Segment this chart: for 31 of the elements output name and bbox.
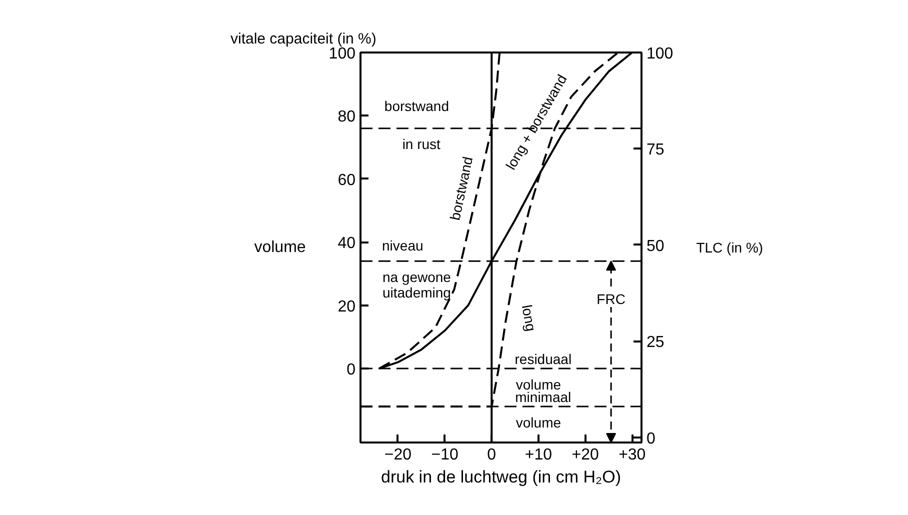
x-tick-label: −20 — [384, 446, 412, 464]
annotation: long — [518, 304, 540, 332]
x-tick-label: +30 — [618, 446, 646, 464]
x-tick-label: −10 — [431, 446, 458, 464]
y-tick-label: 0 — [346, 362, 356, 379]
x-tick-label: +10 — [524, 446, 552, 464]
annotation: uitademing — [382, 284, 451, 301]
y2-tick-label: 50 — [646, 238, 664, 255]
text: vitale capaciteit (in %) — [230, 30, 376, 48]
y2-tick-label: 25 — [646, 334, 664, 352]
y2-axis-title: TLC (in %) — [696, 240, 764, 256]
y-tick-label: 100 — [328, 46, 356, 62]
annotation: niveau — [382, 237, 424, 254]
annotation: volume — [516, 414, 562, 430]
x-tick-label: +20 — [572, 446, 599, 464]
y2-tick-label: 0 — [646, 430, 656, 448]
y2-tick-label: 75 — [646, 142, 664, 159]
annotation: residuaal — [514, 351, 572, 368]
y-tick-label: 40 — [338, 235, 356, 252]
annotation: na gewone — [382, 268, 452, 285]
x-axis-title: druk in de luchtweg (in cm H₂O) — [381, 468, 621, 486]
x-tick-label: 0 — [487, 446, 496, 464]
annotation: FRC — [596, 291, 626, 308]
y-tick-label: 20 — [338, 298, 356, 316]
annotation: borstwand — [384, 98, 449, 114]
y-axis-title: volume — [254, 239, 306, 256]
y-tick-label: 60 — [338, 172, 356, 189]
annotation: borstwand — [446, 155, 476, 222]
y-tick-label: 80 — [338, 108, 356, 126]
annotation: in rust — [402, 136, 441, 152]
y2-tick-label: 100 — [646, 46, 674, 62]
